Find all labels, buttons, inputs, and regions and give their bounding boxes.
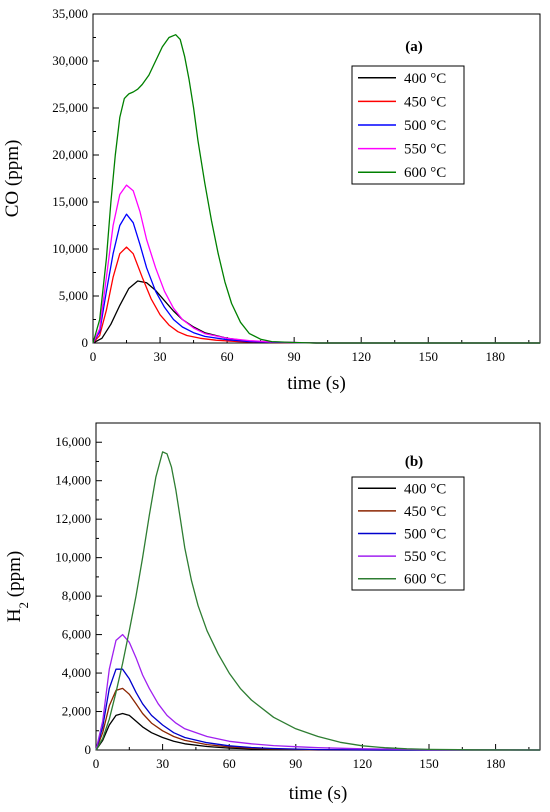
y-axis-title: H2 (ppm) — [4, 551, 31, 622]
y-axis-title-subscript: 2 — [16, 602, 31, 609]
series-line-5 — [95, 451, 541, 751]
y-tick-label: 30,000 — [52, 53, 88, 68]
x-tick-label: 0 — [90, 349, 97, 364]
x-tick-label: 120 — [351, 349, 371, 364]
y-axis-title: CO (ppm) — [2, 140, 23, 218]
legend-label-2: 450 °C — [404, 504, 446, 520]
y-tick-label: 16,000 — [55, 434, 91, 449]
x-tick-label: 0 — [93, 756, 100, 771]
x-tick-label: 60 — [221, 349, 234, 364]
legend-label-4: 550 °C — [404, 142, 446, 158]
legend: 400 °C 450 °C 500 °C 550 °C 600 °C — [351, 65, 465, 185]
x-tick-label: 90 — [289, 756, 302, 771]
x-tick-label: 30 — [156, 756, 169, 771]
series-line-4 — [92, 184, 540, 344]
y-axis-title-unit: (ppm) — [4, 551, 25, 602]
legend-label-1: 400 °C — [404, 71, 446, 87]
y-tick-label: 4,000 — [62, 665, 91, 680]
y-tick-label: 10,000 — [55, 550, 91, 565]
y-tick-label: 14,000 — [55, 473, 91, 488]
series-line-5 — [92, 34, 540, 344]
legend-label-3: 500 °C — [404, 527, 446, 543]
x-tick-label: 150 — [419, 756, 439, 771]
chart-panel-2: 0 30 60 90 120 150 180 0 2,000 4,000 6,000 8,000 10,… — [4, 422, 541, 804]
legend-label-2: 450 °C — [404, 94, 446, 110]
legend-label-5: 600 °C — [404, 572, 446, 588]
x-tick-label: 30 — [154, 349, 167, 364]
series-line-2 — [95, 687, 540, 751]
panel-label: (a) — [405, 39, 423, 55]
plot-frame — [92, 13, 541, 344]
x-tick-label: 90 — [288, 349, 301, 364]
x-tick-label: 120 — [353, 756, 373, 771]
y-tick-label: 15,000 — [52, 194, 88, 209]
y-tick-label: 20,000 — [52, 147, 88, 162]
legend: 400 °C 450 °C 500 °C 550 °C 600 °C — [351, 476, 465, 591]
legend-label-1: 400 °C — [404, 481, 446, 497]
series-line-3 — [95, 668, 540, 751]
y-tick-label: 25,000 — [52, 100, 88, 115]
y-tick-label: 5,000 — [59, 288, 88, 303]
x-tick-label: 180 — [486, 756, 506, 771]
y-tick-label: 0 — [85, 742, 92, 757]
panel-label: (b) — [405, 454, 423, 470]
y-tick-label: 8,000 — [62, 588, 91, 603]
y-tick-label: 6,000 — [62, 627, 91, 642]
x-tick-label: 180 — [486, 349, 506, 364]
x-tick-label: 150 — [419, 349, 439, 364]
y-tick-label: 2,000 — [62, 704, 91, 719]
y-tick-label: 12,000 — [55, 511, 91, 526]
y-tick-label: 35,000 — [52, 6, 88, 21]
x-axis-title: time (s) — [287, 373, 346, 394]
plot-frame — [95, 422, 541, 751]
chart-panel-1: 0 30 60 90 120 150 180 0 5,000 10,000 15,000 20,000… — [2, 6, 541, 394]
x-tick-label: 60 — [223, 756, 236, 771]
y-tick-label: 10,000 — [52, 241, 88, 256]
series-line-4 — [95, 633, 541, 751]
x-axis-title: time (s) — [289, 783, 348, 804]
legend-label-4: 550 °C — [404, 549, 446, 565]
y-axis-title-main: H — [4, 608, 25, 622]
y-tick-label: 0 — [82, 335, 89, 350]
series-line-1 — [92, 280, 540, 344]
legend-label-3: 500 °C — [404, 118, 446, 134]
legend-label-5: 600 °C — [404, 165, 446, 181]
